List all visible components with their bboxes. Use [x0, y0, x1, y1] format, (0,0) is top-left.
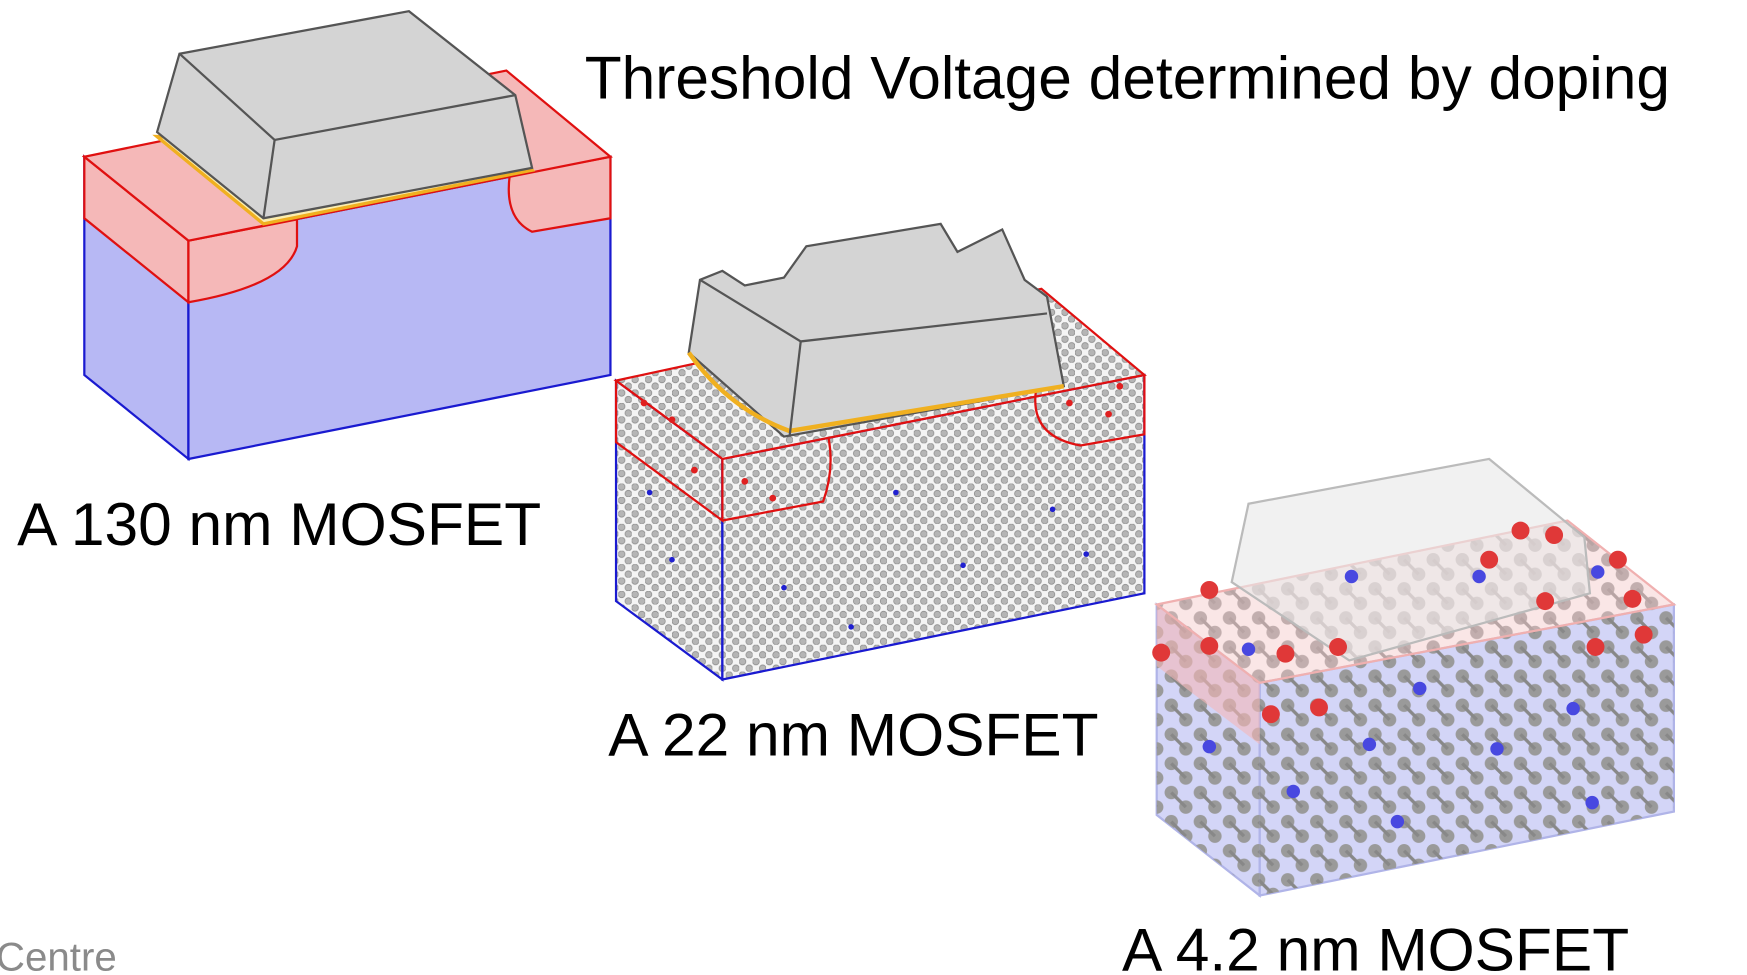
device-label: A 4.2 nm MOSFET	[1122, 916, 1629, 975]
footer-text: Centre	[0, 935, 117, 975]
mosfet-22nm	[616, 224, 1144, 680]
page: Threshold Voltage determined by doping A…	[0, 0, 1747, 975]
mosfet-130nm	[84, 11, 610, 459]
slide-title: Threshold Voltage determined by doping	[585, 44, 1670, 112]
mosfet-4nm	[1152, 459, 1674, 896]
slide: Threshold Voltage determined by doping A…	[0, 0, 1747, 975]
device-label: A 22 nm MOSFET	[608, 701, 1098, 769]
device-label: A 130 nm MOSFET	[17, 490, 541, 558]
